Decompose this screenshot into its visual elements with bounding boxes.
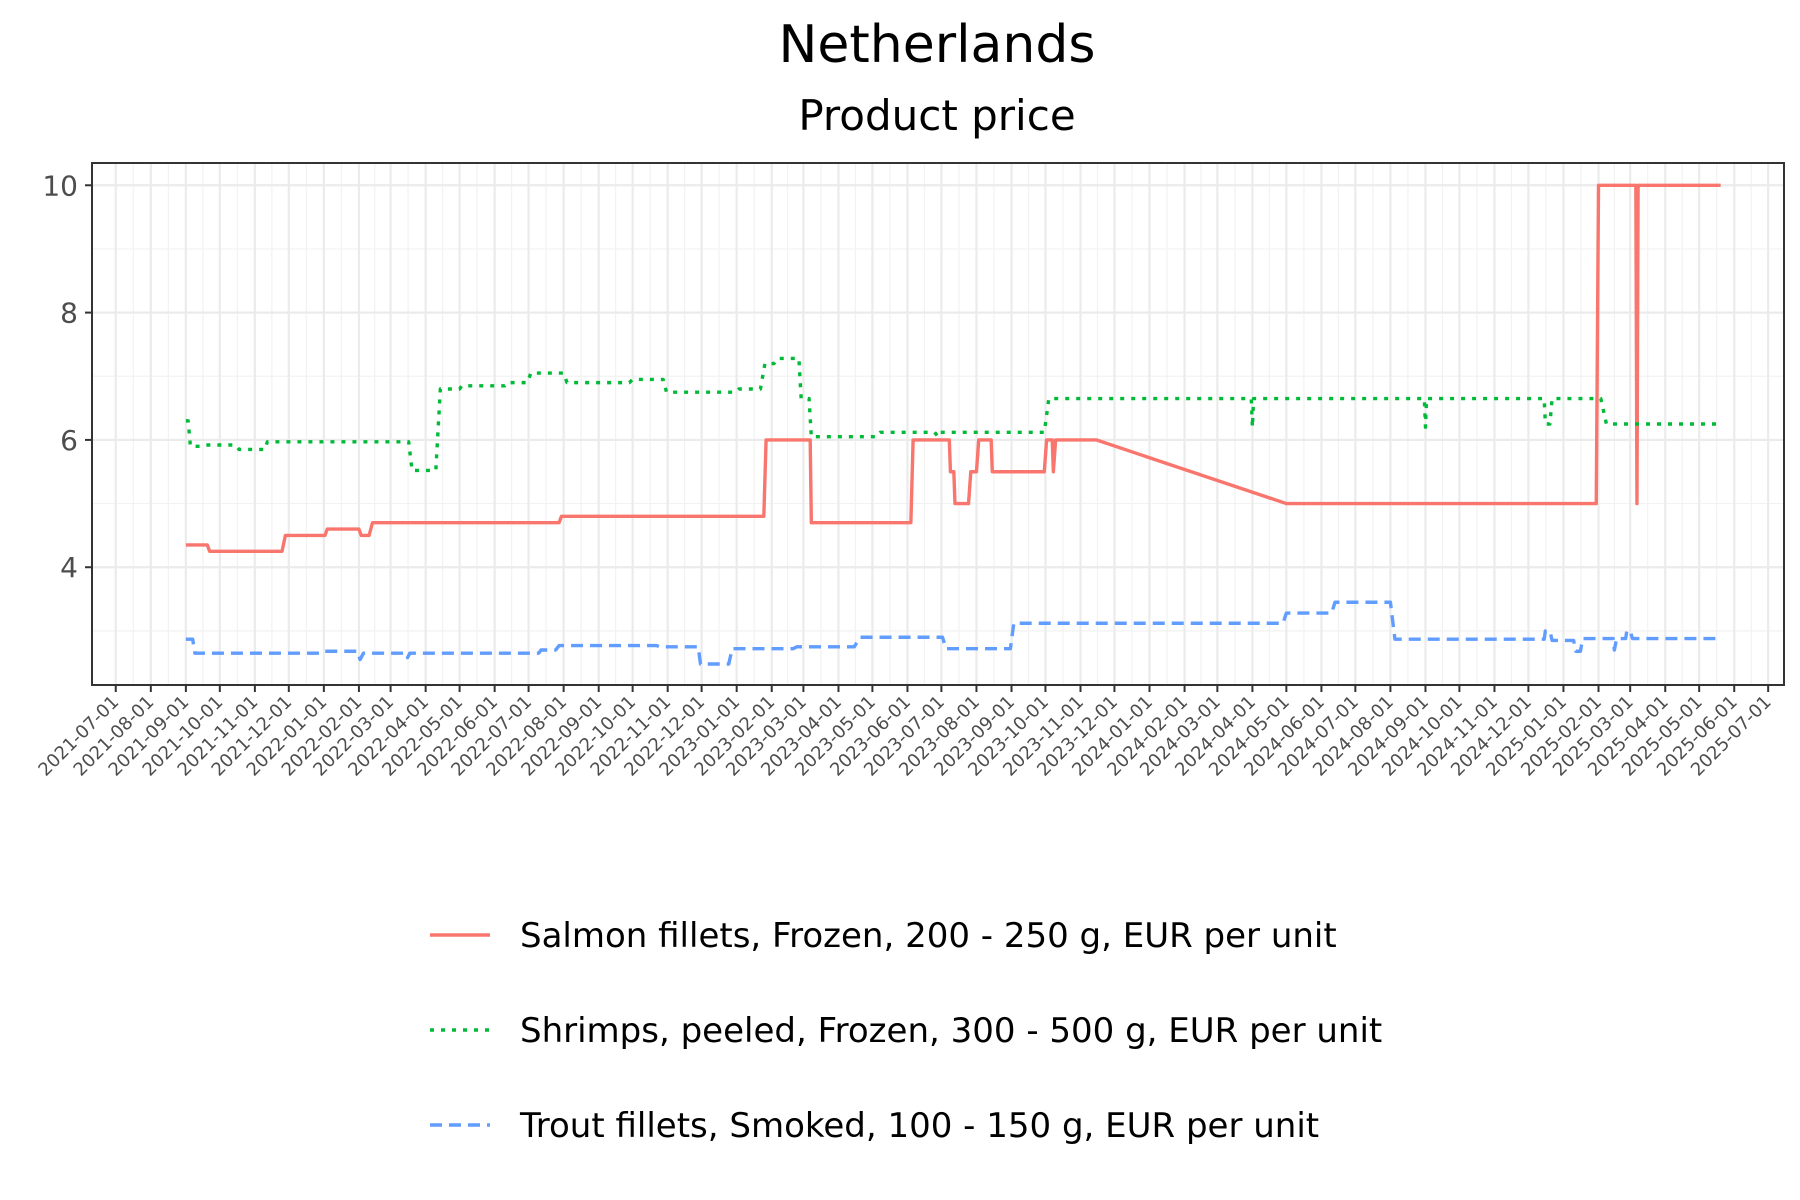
series-line-3 bbox=[185, 600, 1721, 666]
y-tick-label: 8 bbox=[60, 297, 78, 330]
plot-panel-border bbox=[91, 162, 1785, 686]
legend-label-3: Trout fillets, Smoked, 100 - 150 g, EUR … bbox=[519, 1106, 1319, 1146]
legend-label-1: Salmon fillets, Frozen, 200 - 250 g, EUR… bbox=[520, 916, 1337, 956]
y-tick-label: 4 bbox=[60, 551, 78, 584]
y-tick-label: 6 bbox=[60, 424, 78, 457]
legend-label-2: Shrimps, peeled, Frozen, 300 - 500 g, EU… bbox=[520, 1011, 1382, 1051]
y-axis: 4 6 8 10 bbox=[42, 169, 92, 584]
chart-subtitle: Product price bbox=[798, 91, 1075, 140]
x-axis: 2021-07-012021-08-012021-09-012021-10-01… bbox=[34, 685, 1776, 781]
y-tick-label: 10 bbox=[42, 169, 78, 202]
legend: Salmon fillets, Frozen, 200 - 250 g, EUR… bbox=[430, 916, 1382, 1146]
series-line-2 bbox=[185, 356, 1721, 473]
data-series bbox=[185, 183, 1721, 666]
plot-panel-background bbox=[92, 163, 1784, 685]
series-line-1 bbox=[185, 183, 1721, 554]
chart-title: Netherlands bbox=[779, 15, 1096, 75]
